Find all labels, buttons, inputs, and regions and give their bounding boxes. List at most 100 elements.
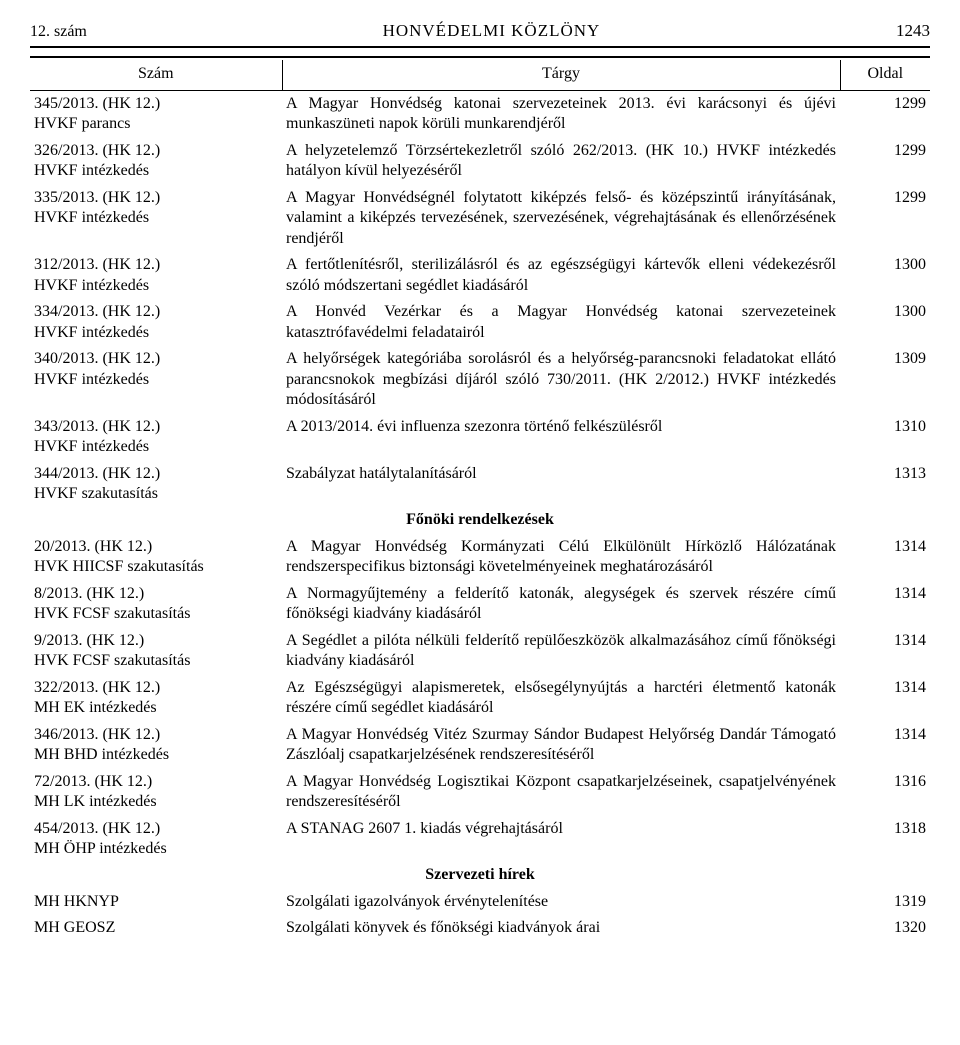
szam-line1: 9/2013. (HK 12.)	[34, 631, 278, 651]
cell-oldal: 1319	[840, 889, 930, 915]
szam-line1: 20/2013. (HK 12.)	[34, 537, 278, 557]
section-heading: Főnöki rendelkezések	[30, 507, 930, 533]
cell-targy: Szolgálati igazolványok érvénytelenítése	[282, 889, 840, 915]
cell-targy: A Segédlet a pilóta nélküli felderítő re…	[282, 628, 840, 675]
cell-szam: 346/2013. (HK 12.)MH BHD intézkedés	[30, 722, 282, 769]
table-row: 9/2013. (HK 12.)HVK FCSF szakutasításA S…	[30, 628, 930, 675]
cell-targy: A Magyar Honvédség Kormányzati Célú Elkü…	[282, 534, 840, 581]
szam-line1: 8/2013. (HK 12.)	[34, 584, 278, 604]
section-heading-row: Főnöki rendelkezések	[30, 507, 930, 533]
cell-targy: A helyzetelemző Törzsértekezletről szóló…	[282, 138, 840, 185]
table-row: 344/2013. (HK 12.)HVKF szakutasításSzabá…	[30, 461, 930, 508]
cell-targy: A fertőtlenítésről, sterilizálásról és a…	[282, 252, 840, 299]
cell-szam: 322/2013. (HK 12.)MH EK intézkedés	[30, 675, 282, 722]
cell-targy: A Normagyűjtemény a felderítő katonák, a…	[282, 581, 840, 628]
cell-szam: MH GEOSZ	[30, 915, 282, 941]
szam-line2: HVKF intézkedés	[34, 370, 278, 390]
page-header: 12. szám HONVÉDELMI KÖZLÖNY 1243	[30, 20, 930, 48]
table-row: 335/2013. (HK 12.)HVKF intézkedésA Magya…	[30, 185, 930, 252]
cell-targy: A helyőrségek kategóriába sorolásról és …	[282, 346, 840, 413]
cell-szam: 343/2013. (HK 12.)HVKF intézkedés	[30, 414, 282, 461]
szam-line1: 345/2013. (HK 12.)	[34, 94, 278, 114]
cell-oldal: 1320	[840, 915, 930, 941]
col-header-szam: Szám	[30, 60, 282, 91]
cell-targy: A Magyar Honvédség Vitéz Szurmay Sándor …	[282, 722, 840, 769]
cell-targy: Szabályzat hatálytalanításáról	[282, 461, 840, 508]
table-row: 340/2013. (HK 12.)HVKF intézkedésA helyő…	[30, 346, 930, 413]
cell-targy: A Magyar Honvédségnél folytatott kiképzé…	[282, 185, 840, 252]
table-row: 346/2013. (HK 12.)MH BHD intézkedésA Mag…	[30, 722, 930, 769]
szam-line2: HVKF intézkedés	[34, 437, 278, 457]
cell-targy: A Magyar Honvédség Logisztikai Központ c…	[282, 769, 840, 816]
table-row: 454/2013. (HK 12.)MH ÖHP intézkedésA STA…	[30, 816, 930, 863]
cell-oldal: 1300	[840, 299, 930, 346]
cell-szam: 335/2013. (HK 12.)HVKF intézkedés	[30, 185, 282, 252]
szam-line2: HVK HIICSF szakutasítás	[34, 557, 278, 577]
journal-title: HONVÉDELMI KÖZLÖNY	[383, 20, 601, 41]
cell-szam: 326/2013. (HK 12.)HVKF intézkedés	[30, 138, 282, 185]
contents-table: Szám Tárgy Oldal 345/2013. (HK 12.)HVKF …	[30, 60, 930, 942]
szam-line2: MH LK intézkedés	[34, 792, 278, 812]
issue-number: 12. szám	[30, 22, 87, 42]
szam-line2: HVKF intézkedés	[34, 276, 278, 296]
szam-line2: HVK FCSF szakutasítás	[34, 651, 278, 671]
cell-oldal: 1310	[840, 414, 930, 461]
cell-targy: A Magyar Honvédség katonai szervezeteine…	[282, 91, 840, 138]
szam-line1: 335/2013. (HK 12.)	[34, 188, 278, 208]
table-body: 345/2013. (HK 12.)HVKF parancsA Magyar H…	[30, 91, 930, 942]
table-row: MH GEOSZSzolgálati könyvek és főnökségi …	[30, 915, 930, 941]
top-rule	[30, 56, 930, 58]
cell-oldal: 1314	[840, 581, 930, 628]
cell-oldal: 1318	[840, 816, 930, 863]
table-row: 334/2013. (HK 12.)HVKF intézkedésA Honvé…	[30, 299, 930, 346]
cell-oldal: 1314	[840, 675, 930, 722]
szam-line1: 454/2013. (HK 12.)	[34, 819, 278, 839]
szam-line2: HVKF intézkedés	[34, 323, 278, 343]
cell-oldal: 1314	[840, 534, 930, 581]
szam-line1: MH GEOSZ	[34, 918, 278, 938]
szam-line1: 322/2013. (HK 12.)	[34, 678, 278, 698]
szam-line1: 334/2013. (HK 12.)	[34, 302, 278, 322]
cell-oldal: 1314	[840, 628, 930, 675]
cell-oldal: 1299	[840, 138, 930, 185]
section-heading: Szervezeti hírek	[30, 862, 930, 888]
table-row: 343/2013. (HK 12.)HVKF intézkedésA 2013/…	[30, 414, 930, 461]
cell-szam: 8/2013. (HK 12.)HVK FCSF szakutasítás	[30, 581, 282, 628]
cell-oldal: 1313	[840, 461, 930, 508]
page-number: 1243	[896, 20, 930, 41]
table-row: 326/2013. (HK 12.)HVKF intézkedésA helyz…	[30, 138, 930, 185]
cell-oldal: 1309	[840, 346, 930, 413]
szam-line1: 344/2013. (HK 12.)	[34, 464, 278, 484]
szam-line2: HVKF intézkedés	[34, 161, 278, 181]
szam-line2: MH BHD intézkedés	[34, 745, 278, 765]
cell-szam: 20/2013. (HK 12.)HVK HIICSF szakutasítás	[30, 534, 282, 581]
szam-line1: 340/2013. (HK 12.)	[34, 349, 278, 369]
cell-oldal: 1300	[840, 252, 930, 299]
col-header-targy: Tárgy	[282, 60, 840, 91]
cell-szam: 312/2013. (HK 12.)HVKF intézkedés	[30, 252, 282, 299]
cell-oldal: 1299	[840, 91, 930, 138]
cell-szam: 9/2013. (HK 12.)HVK FCSF szakutasítás	[30, 628, 282, 675]
szam-line2: HVKF intézkedés	[34, 208, 278, 228]
cell-szam: 334/2013. (HK 12.)HVKF intézkedés	[30, 299, 282, 346]
cell-szam: 345/2013. (HK 12.)HVKF parancs	[30, 91, 282, 138]
szam-line2: HVKF parancs	[34, 114, 278, 134]
szam-line1: 72/2013. (HK 12.)	[34, 772, 278, 792]
col-header-oldal: Oldal	[840, 60, 930, 91]
cell-targy: A Honvéd Vezérkar és a Magyar Honvédség …	[282, 299, 840, 346]
table-row: 8/2013. (HK 12.)HVK FCSF szakutasításA N…	[30, 581, 930, 628]
cell-oldal: 1316	[840, 769, 930, 816]
cell-szam: 344/2013. (HK 12.)HVKF szakutasítás	[30, 461, 282, 508]
cell-szam: 72/2013. (HK 12.)MH LK intézkedés	[30, 769, 282, 816]
szam-line1: 312/2013. (HK 12.)	[34, 255, 278, 275]
table-row: 322/2013. (HK 12.)MH EK intézkedésAz Egé…	[30, 675, 930, 722]
cell-szam: 454/2013. (HK 12.)MH ÖHP intézkedés	[30, 816, 282, 863]
szam-line2: MH ÖHP intézkedés	[34, 839, 278, 859]
cell-targy: Az Egészségügyi alapismeretek, elsősegél…	[282, 675, 840, 722]
szam-line1: 346/2013. (HK 12.)	[34, 725, 278, 745]
table-row: 312/2013. (HK 12.)HVKF intézkedésA fertő…	[30, 252, 930, 299]
cell-szam: MH HKNYP	[30, 889, 282, 915]
szam-line1: 343/2013. (HK 12.)	[34, 417, 278, 437]
cell-targy: A STANAG 2607 1. kiadás végrehajtásáról	[282, 816, 840, 863]
cell-oldal: 1314	[840, 722, 930, 769]
